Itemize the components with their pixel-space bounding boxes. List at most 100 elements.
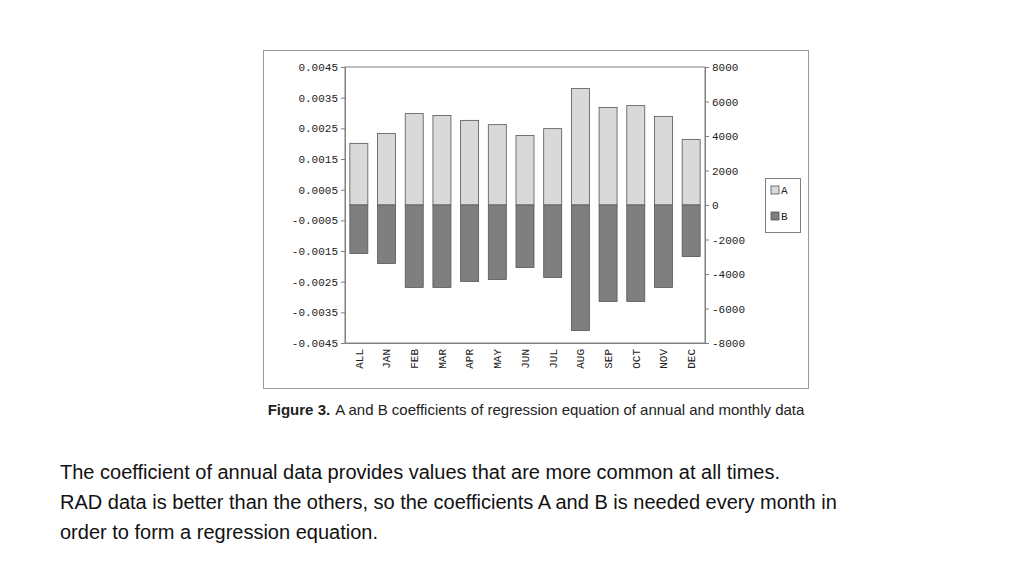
tick-label: MAY bbox=[492, 349, 504, 369]
page: 0.0045 0.0035 0.0025 0.0015 0.0005 -0.0005 -0.… bbox=[0, 0, 1024, 576]
bar bbox=[405, 114, 423, 205]
tick-mark bbox=[341, 282, 345, 283]
tick: 0.0015 bbox=[298, 154, 345, 166]
tick: 0.0005 bbox=[298, 185, 345, 197]
axis: 80006000400020000-2000-4000-6000-8000 bbox=[705, 62, 745, 350]
tick: 8000 bbox=[705, 62, 738, 74]
plot-frame bbox=[345, 67, 705, 343]
tick-mark bbox=[341, 343, 345, 344]
tick: JUL bbox=[548, 343, 560, 369]
series-a bbox=[350, 88, 700, 205]
bar bbox=[405, 205, 423, 287]
bar bbox=[433, 115, 451, 205]
tick: NOV bbox=[658, 343, 670, 369]
tick: JAN bbox=[381, 343, 393, 369]
tick-label: OCT bbox=[631, 349, 643, 369]
bar bbox=[433, 205, 451, 287]
bar bbox=[544, 205, 562, 277]
tick: -0.0005 bbox=[292, 215, 345, 227]
tick-label: SEP bbox=[603, 349, 615, 369]
tick: -8000 bbox=[705, 338, 745, 350]
tick-mark bbox=[341, 67, 345, 68]
legend-box bbox=[766, 179, 801, 233]
tick-label: APR bbox=[464, 349, 476, 369]
tick-label: JUN bbox=[520, 349, 532, 369]
tick-label: MAR bbox=[437, 349, 449, 369]
legend: AB bbox=[766, 179, 801, 233]
bar bbox=[544, 129, 562, 205]
tick-label: 0.0045 bbox=[298, 62, 338, 74]
series-b bbox=[350, 205, 700, 331]
tick-label: NOV bbox=[658, 349, 670, 369]
tick-mark bbox=[705, 205, 709, 206]
legend-swatch bbox=[771, 212, 779, 220]
bar bbox=[627, 106, 645, 205]
bar bbox=[350, 143, 368, 205]
tick-label: -0.0035 bbox=[292, 307, 338, 319]
figure-frame bbox=[264, 51, 809, 389]
tick-label: -2000 bbox=[712, 235, 745, 247]
legend-swatch bbox=[771, 186, 779, 194]
tick-mark bbox=[705, 102, 709, 103]
tick: SEP bbox=[603, 343, 615, 369]
tick-label: 0.0015 bbox=[298, 154, 338, 166]
tick: 0.0035 bbox=[298, 93, 345, 105]
tick: -0.0025 bbox=[292, 277, 345, 289]
tick-label: -0.0005 bbox=[292, 215, 338, 227]
tick-label: AUG bbox=[575, 349, 587, 369]
tick-label: 4000 bbox=[712, 131, 738, 143]
tick-mark bbox=[341, 159, 345, 160]
tick-mark bbox=[705, 171, 709, 172]
tick-label: FEB bbox=[409, 349, 421, 369]
caption: Figure 3.A and B coefficients of regress… bbox=[268, 401, 805, 418]
tick-mark bbox=[341, 190, 345, 191]
body-text: RAD data is better than the others, so t… bbox=[60, 491, 837, 513]
bar bbox=[461, 205, 479, 281]
tick-label: -4000 bbox=[712, 269, 745, 281]
tick-mark bbox=[705, 343, 709, 344]
tick-mark bbox=[705, 67, 709, 68]
tick-mark bbox=[705, 136, 709, 137]
bar bbox=[571, 205, 589, 331]
tick-label: JAN bbox=[381, 349, 393, 369]
tick-label: 8000 bbox=[712, 62, 738, 74]
tick: APR bbox=[464, 343, 476, 369]
tick-label: 0.0035 bbox=[298, 93, 338, 105]
bar bbox=[461, 120, 479, 205]
tick: 0.0045 bbox=[298, 62, 345, 74]
tick: ALL bbox=[354, 343, 366, 369]
bar bbox=[516, 205, 534, 267]
tick-label: 0.0025 bbox=[298, 123, 338, 135]
legend-label: B bbox=[781, 211, 788, 223]
bars bbox=[350, 88, 700, 330]
axis: 0.0045 0.0035 0.0025 0.0015 0.0005 -0.0005 -0.… bbox=[292, 62, 346, 350]
tick: MAR bbox=[437, 343, 449, 369]
tick-label: 6000 bbox=[712, 97, 738, 109]
tick-mark bbox=[705, 274, 709, 275]
tick: 0.0025 bbox=[298, 123, 345, 135]
tick: -2000 bbox=[705, 235, 745, 247]
tick-mark bbox=[705, 240, 709, 241]
tick-label: -0.0045 bbox=[292, 338, 338, 350]
tick: MAY bbox=[492, 343, 504, 369]
bar bbox=[378, 205, 396, 263]
tick-label: -8000 bbox=[712, 338, 745, 350]
tick-mark bbox=[341, 251, 345, 252]
tick-mark bbox=[341, 128, 345, 129]
tick-label: -0.0025 bbox=[292, 277, 338, 289]
tick: FEB bbox=[409, 343, 421, 369]
tick-label: 0 bbox=[712, 200, 719, 212]
tick-mark bbox=[341, 312, 345, 313]
bar bbox=[378, 134, 396, 205]
bar bbox=[599, 107, 617, 205]
tick: OCT bbox=[631, 343, 643, 369]
bar bbox=[654, 116, 672, 205]
tick: 6000 bbox=[705, 97, 738, 109]
body-text: The coefficient of annual data provides … bbox=[60, 461, 780, 483]
tick: 0 bbox=[705, 200, 719, 212]
tick-mark bbox=[341, 98, 345, 99]
bar bbox=[654, 205, 672, 287]
caption-label: Figure 3. bbox=[268, 401, 331, 418]
tick: -4000 bbox=[705, 269, 745, 281]
bar bbox=[488, 125, 506, 205]
